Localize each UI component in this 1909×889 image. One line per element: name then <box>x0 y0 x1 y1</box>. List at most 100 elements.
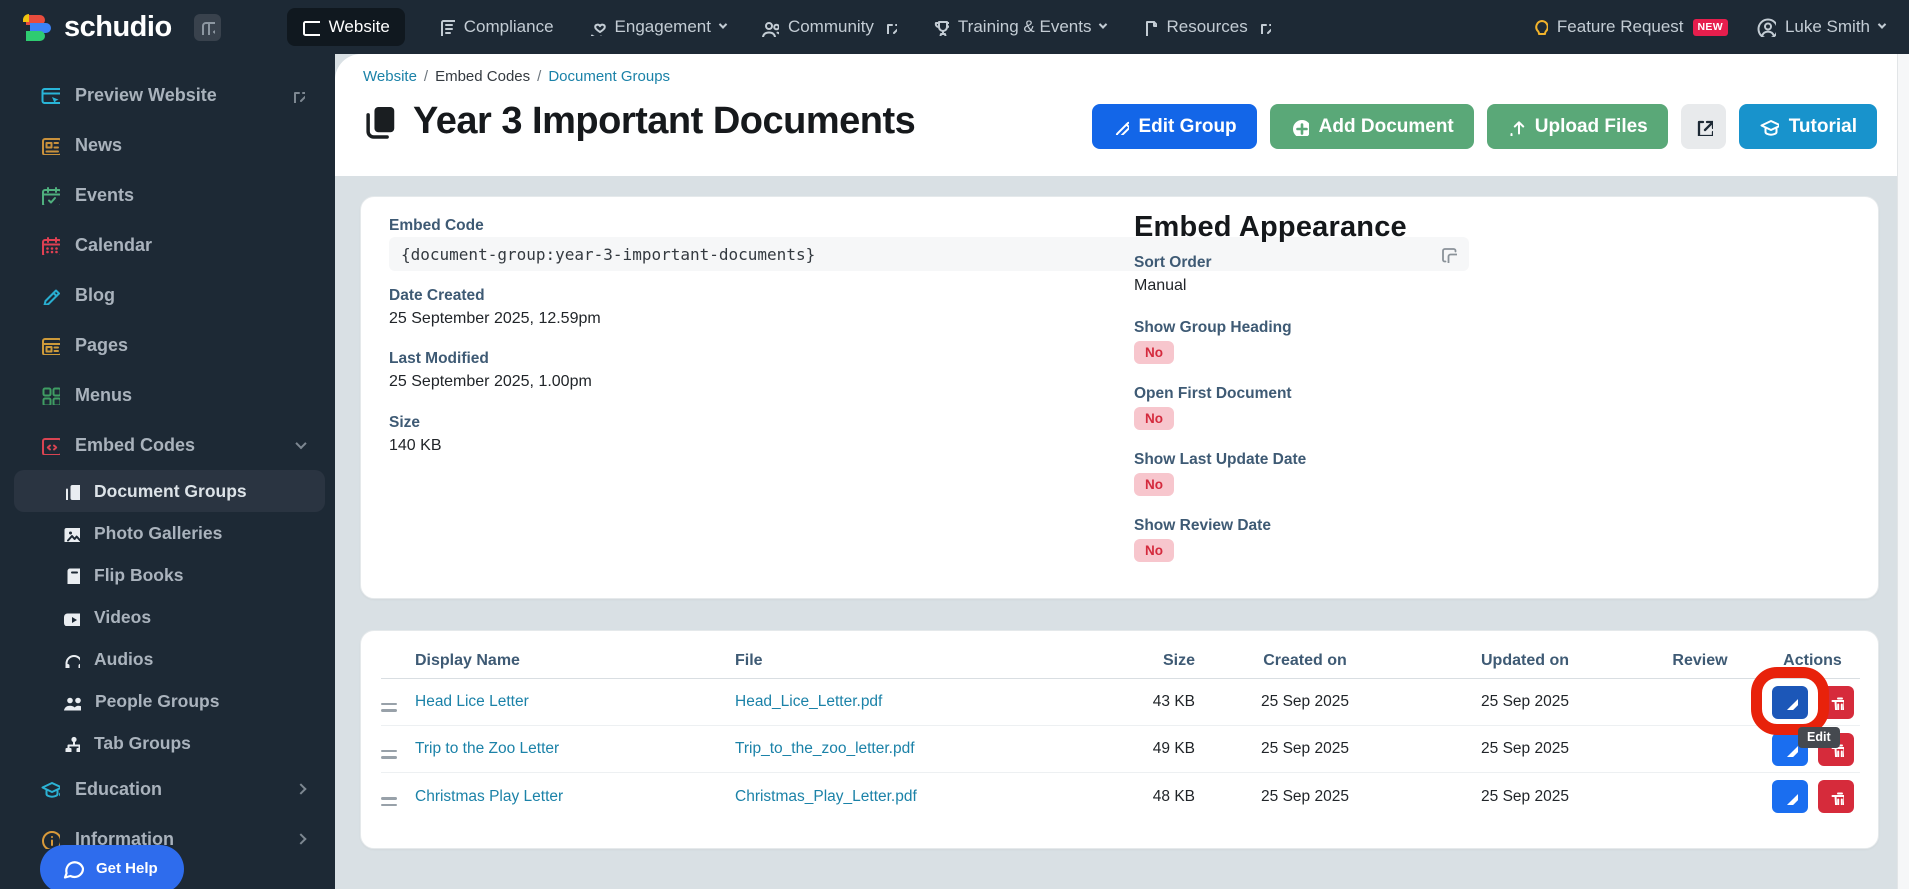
external-link-icon <box>886 24 897 34</box>
user-menu[interactable]: Luke Smith <box>1756 17 1887 37</box>
calendar-icon <box>40 235 60 255</box>
sidebar-item-label: Calendar <box>75 234 153 255</box>
breadcrumb-embed-codes[interactable]: Embed Codes <box>435 68 531 85</box>
nav-item-compliance[interactable]: Compliance <box>435 8 556 46</box>
document-updated-on: 25 Sep 2025 <box>1481 740 1569 757</box>
edit-document-button[interactable] <box>1771 685 1808 719</box>
sidebar-item-label: Photo Galleries <box>94 522 223 543</box>
edit-group-button[interactable]: Edit Group <box>1091 104 1257 149</box>
nav-item-community[interactable]: Community <box>758 8 899 46</box>
breadcrumb-website-link[interactable]: Website <box>363 68 417 85</box>
edit-tooltip: Edit <box>1798 727 1840 748</box>
feature-request-button[interactable]: Feature Request NEW <box>1530 17 1728 37</box>
brand-name: schudio <box>64 10 172 43</box>
sidebar-item-audios[interactable]: Audios <box>14 638 325 680</box>
scrollbar-track[interactable] <box>1897 54 1909 889</box>
sidebar-item-events[interactable]: Events <box>0 170 335 220</box>
sidebar-item-label: Audios <box>94 648 154 669</box>
add-document-label: Add Document <box>1318 115 1454 137</box>
pen-icon <box>40 285 60 305</box>
brand-logo[interactable]: schudio <box>0 11 172 44</box>
open-first-document-badge: No <box>1134 407 1174 430</box>
drag-handle[interactable] <box>381 749 397 759</box>
header-created-on: Created on <box>1263 651 1347 669</box>
delete-document-button[interactable] <box>1817 685 1854 719</box>
sidebar-item-blog[interactable]: Blog <box>0 270 335 320</box>
page-title: Year 3 Important Documents <box>413 100 916 142</box>
file-icon <box>1146 20 1158 36</box>
document-file-link[interactable]: Head_Lice_Letter.pdf <box>735 693 883 710</box>
show-group-heading-label: Show Group Heading <box>1134 319 1292 336</box>
edit-document-button[interactable] <box>1771 780 1808 813</box>
sidebar-item-information[interactable]: Information <box>0 814 335 864</box>
document-file-link[interactable]: Christmas_Play_Letter.pdf <box>735 787 917 805</box>
sidebar-toggle-icon[interactable] <box>193 13 221 41</box>
get-help-label: Get Help <box>96 859 158 877</box>
sidebar-item-education[interactable]: Education <box>0 764 335 814</box>
date-created-value: 25 September 2025, 12.59pm <box>389 310 601 327</box>
pencil-icon <box>1115 121 1129 135</box>
embed-appearance-title: Embed Appearance <box>1134 211 1407 243</box>
new-badge: NEW <box>1692 18 1728 36</box>
sidebar-item-calendar[interactable]: Calendar <box>0 220 335 270</box>
nav-item-training-events[interactable]: Training & Events <box>929 8 1109 46</box>
schudio-logo-icon <box>23 13 51 41</box>
document-size: 49 KB <box>1152 740 1195 757</box>
graduation-cap-icon <box>1760 119 1779 136</box>
nav-label: Resources <box>1166 17 1248 36</box>
sidebar-item-news[interactable]: News <box>0 120 335 170</box>
document-file-link[interactable]: Trip_to_the_zoo_letter.pdf <box>735 740 915 757</box>
sidebar-item-label: News <box>75 134 123 155</box>
sidebar-item-photo-galleries[interactable]: Photo Galleries <box>14 512 325 554</box>
document-name-link[interactable]: Trip to the Zoo Letter <box>415 740 560 757</box>
nav-item-engagement[interactable]: Engagement <box>586 8 728 46</box>
sidebar-item-embed-codes[interactable]: Embed Codes <box>0 420 335 470</box>
trash-icon <box>1831 792 1844 805</box>
tutorial-button[interactable]: Tutorial <box>1738 104 1877 149</box>
graduation-cap-icon <box>40 779 60 799</box>
open-external-button[interactable] <box>1680 104 1726 149</box>
sidebar-item-pages[interactable]: Pages <box>0 320 335 370</box>
main-content: Website / Embed Codes / Document Groups … <box>335 54 1909 889</box>
nav-label: Engagement <box>614 17 711 36</box>
embed-code-box: {document-group:year-3-important-documen… <box>389 237 1469 271</box>
breadcrumb-document-groups-link[interactable]: Document Groups <box>548 68 671 85</box>
get-help-button[interactable]: Get Help <box>40 845 184 889</box>
code-icon <box>40 435 60 455</box>
sidebar-item-flip-books[interactable]: Flip Books <box>14 554 325 596</box>
sidebar-item-menus[interactable]: Menus <box>0 370 335 420</box>
table-header-row: Display Name File Size Created on Update… <box>381 643 1860 679</box>
drag-handle[interactable] <box>381 797 397 807</box>
trophy-icon <box>934 21 949 36</box>
copy-icon[interactable] <box>1440 246 1457 263</box>
header-review: Review <box>1672 651 1728 669</box>
upload-files-button[interactable]: Upload Files <box>1486 104 1668 149</box>
sidebar-item-tab-groups[interactable]: Tab Groups <box>14 722 325 764</box>
sidebar-item-videos[interactable]: Videos <box>14 596 325 638</box>
drag-handle[interactable] <box>381 702 397 712</box>
document-created-on: 25 Sep 2025 <box>1261 740 1349 757</box>
document-name-link[interactable]: Christmas Play Letter <box>415 787 564 805</box>
sidebar-item-preview-website[interactable]: Preview Website <box>0 70 335 120</box>
sidebar-item-label: Information <box>75 828 174 849</box>
add-document-button[interactable]: Add Document <box>1269 104 1474 149</box>
document-name-link[interactable]: Head Lice Letter <box>415 693 529 710</box>
grid-icon <box>40 385 60 405</box>
sidebar-item-label: Blog <box>75 284 115 305</box>
sidebar-item-people-groups[interactable]: People Groups <box>14 680 325 722</box>
nav-item-resources[interactable]: Resources <box>1138 8 1272 46</box>
sidebar-item-label: Tab Groups <box>94 732 191 753</box>
nav-label: Community <box>787 17 874 36</box>
sidebar-item-label: Pages <box>75 334 129 355</box>
chevron-down-icon <box>1099 20 1108 29</box>
user-name: Luke Smith <box>1784 17 1870 36</box>
nav-item-website[interactable]: Website <box>286 8 405 46</box>
calendar-check-icon <box>40 185 60 205</box>
pencil-icon <box>1786 746 1798 757</box>
primary-nav: Website Compliance Engagement Community … <box>286 8 1273 46</box>
chat-icon <box>63 861 84 879</box>
person-circle-icon <box>1757 18 1776 37</box>
sidebar-item-document-groups[interactable]: Document Groups <box>14 470 325 512</box>
lightbulb-icon <box>1535 20 1548 35</box>
delete-document-button[interactable] <box>1817 780 1854 813</box>
